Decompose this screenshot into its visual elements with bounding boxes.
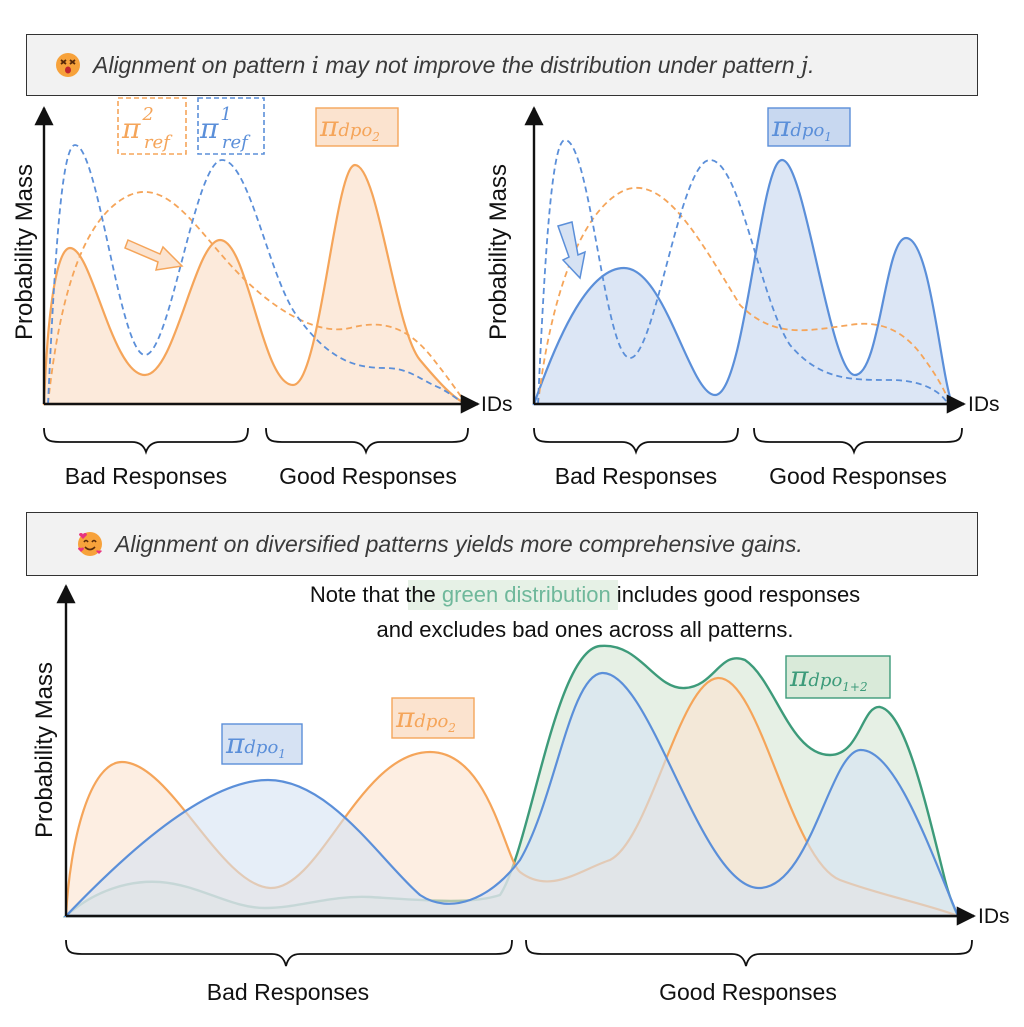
legend-dpo1-box bbox=[767, 107, 851, 147]
legend-dpo12-box bbox=[785, 655, 891, 699]
curve-dpo1-right bbox=[532, 158, 954, 406]
curve-ref1-left bbox=[47, 144, 469, 405]
legend-ref2-box bbox=[117, 97, 187, 155]
label-good-top-left: Good Responses bbox=[279, 463, 457, 489]
top-banner-text: Alignment on pattern i may not improve t… bbox=[93, 51, 815, 79]
curve-ref2-left bbox=[47, 191, 467, 405]
shift-arrow-right bbox=[557, 221, 587, 280]
legend-dpo12: πdpo1+2 bbox=[789, 660, 868, 694]
curve-ref1-right bbox=[537, 139, 949, 405]
legend-ref2: π 2 ref bbox=[121, 104, 173, 153]
label-good-bottom: Good Responses bbox=[659, 979, 837, 1005]
ylabel-top-left: Probability Mass bbox=[11, 164, 38, 340]
legend-dpo1: πdpo1 bbox=[771, 110, 832, 144]
brace-good-bottom bbox=[525, 939, 973, 967]
shift-arrow-left bbox=[124, 238, 184, 271]
panel-top-left: Probability Mass IDs Bad Responses Good … bbox=[11, 97, 513, 489]
label-good-top-right: Good Responses bbox=[769, 463, 947, 489]
top-banner: Alignment on pattern i may not improve t… bbox=[26, 34, 978, 96]
curve-dpo1-bottom bbox=[63, 671, 960, 918]
bottom-banner: Alignment on diversified patterns yields… bbox=[26, 512, 978, 576]
xlabel-top-right: IDs bbox=[968, 393, 1000, 416]
ylabel-top-right: Probability Mass bbox=[485, 164, 512, 340]
curve-dpo2-left bbox=[42, 163, 471, 406]
panel-top-right: Probability Mass IDs Bad Responses Good … bbox=[485, 106, 1000, 489]
label-bad-top-left: Bad Responses bbox=[65, 463, 227, 489]
legend-dpo2-box bbox=[315, 107, 399, 147]
ylabel-bottom: Probability Mass bbox=[31, 662, 58, 838]
dizzy-face-icon bbox=[56, 53, 80, 77]
brace-good-top-right bbox=[753, 427, 963, 455]
legend-dpo2-bottom: πdpo2 bbox=[395, 701, 456, 735]
legend-ref1-box bbox=[197, 97, 265, 155]
brace-bad-bottom bbox=[65, 939, 513, 967]
panel-bottom: Probability Mass IDs Bad Responses Good … bbox=[31, 580, 1010, 1005]
xlabel-bottom: IDs bbox=[978, 905, 1010, 928]
legend-dpo2-bottom-box bbox=[391, 697, 475, 739]
curve-ref2-right bbox=[537, 187, 951, 405]
brace-bad-top-left bbox=[43, 427, 249, 455]
brace-bad-top-right bbox=[533, 427, 739, 455]
note-highlight bbox=[408, 580, 618, 610]
legend-dpo1-bottom-box bbox=[221, 723, 303, 765]
legend-ref1: π 1 ref bbox=[199, 104, 251, 153]
note-line2: and excludes bad ones across all pattern… bbox=[376, 617, 793, 642]
legend-dpo2: πdpo2 bbox=[319, 110, 380, 144]
smiling-face-with-hearts-icon bbox=[78, 532, 102, 556]
brace-good-top-left bbox=[265, 427, 469, 455]
bottom-banner-text: Alignment on diversified patterns yields… bbox=[115, 530, 803, 557]
xlabel-top-left: IDs bbox=[481, 393, 513, 416]
label-bad-bottom: Bad Responses bbox=[207, 979, 369, 1005]
legend-dpo1-bottom: πdpo1 bbox=[225, 727, 286, 761]
note-line1: Note that the green distribution include… bbox=[310, 582, 860, 607]
label-bad-top-right: Bad Responses bbox=[555, 463, 717, 489]
